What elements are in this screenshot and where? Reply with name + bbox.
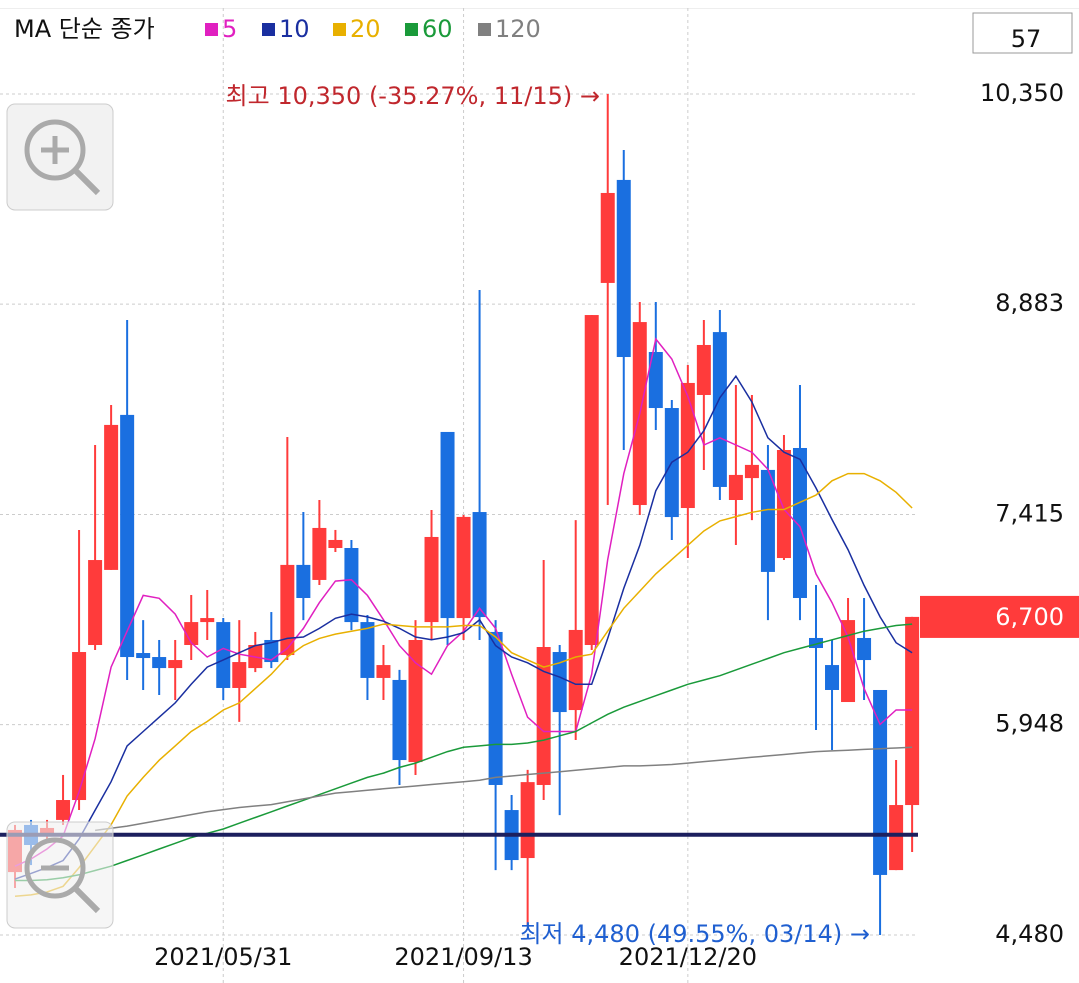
candle-body bbox=[312, 527, 327, 580]
ma-line bbox=[15, 623, 913, 882]
x-tick-label: 2021/09/13 bbox=[394, 943, 532, 971]
candle-body bbox=[857, 637, 872, 661]
legend-label: 120 bbox=[495, 15, 541, 43]
y-tick-label: 8,883 bbox=[995, 289, 1064, 317]
candle-body bbox=[488, 631, 503, 785]
legend-swatch bbox=[478, 23, 491, 36]
candle-body bbox=[72, 652, 87, 801]
candle-body bbox=[600, 192, 615, 283]
candle-body bbox=[552, 652, 567, 713]
candle-body bbox=[232, 662, 247, 688]
candle-body bbox=[809, 637, 823, 649]
legend-swatch bbox=[333, 23, 346, 36]
current-price-box bbox=[920, 595, 1079, 638]
top-bar bbox=[0, 0, 1079, 8]
candle-body bbox=[136, 653, 151, 659]
zoom-out-bg[interactable] bbox=[6, 821, 114, 929]
candle-body bbox=[408, 639, 423, 763]
candle-body bbox=[712, 332, 727, 487]
candle-body bbox=[520, 782, 535, 859]
candle-body bbox=[328, 539, 343, 549]
candle-body bbox=[216, 622, 231, 688]
candle-body bbox=[456, 516, 471, 619]
zoom-count-box[interactable] bbox=[972, 12, 1073, 54]
legend-label: 20 bbox=[350, 15, 381, 43]
candle-body bbox=[536, 647, 551, 785]
candle-body bbox=[280, 564, 295, 656]
candle-body bbox=[376, 665, 391, 678]
candle-body bbox=[344, 548, 359, 623]
candle-body bbox=[104, 424, 119, 570]
current-price-label: 6,700 bbox=[995, 603, 1064, 631]
x-tick-label: 2021/12/20 bbox=[619, 943, 757, 971]
candle-body bbox=[696, 344, 711, 395]
candle-body bbox=[296, 564, 311, 599]
ma-line bbox=[14, 472, 913, 898]
candle-body bbox=[168, 660, 183, 669]
candle-body bbox=[760, 469, 775, 572]
candle-body bbox=[56, 800, 71, 820]
candle-body bbox=[889, 805, 904, 871]
ma-line bbox=[14, 337, 913, 867]
legend-label: 60 bbox=[422, 15, 453, 43]
zoom-in-lens bbox=[24, 119, 86, 181]
legend-swatch bbox=[405, 23, 418, 36]
high-annotation: 최고 10,350 (-35.27%, 11/15) → bbox=[226, 82, 600, 110]
candle-body bbox=[841, 620, 856, 703]
candle-body bbox=[120, 414, 135, 658]
candle-body bbox=[424, 536, 439, 623]
candle-body bbox=[680, 382, 695, 509]
legend-swatch bbox=[262, 23, 275, 36]
x-tick-label: 2021/05/31 bbox=[154, 943, 292, 971]
y-tick-label: 7,415 bbox=[995, 499, 1064, 527]
zoom-out-lens bbox=[24, 837, 86, 899]
candle-body bbox=[648, 352, 663, 409]
candle-body bbox=[472, 512, 487, 618]
legend-swatch bbox=[205, 23, 218, 36]
y-tick-label: 10,350 bbox=[980, 79, 1064, 107]
zoom-in-handle bbox=[72, 167, 101, 196]
candle-body bbox=[200, 618, 215, 623]
zoom-count: 57 bbox=[1011, 25, 1042, 53]
legend-label: 5 bbox=[222, 15, 237, 43]
candle-body bbox=[184, 622, 199, 645]
candle-body bbox=[88, 560, 103, 645]
legend-title: MA 단순 종가 bbox=[14, 15, 155, 43]
ma-line bbox=[14, 374, 913, 880]
zoom-in-button[interactable] bbox=[6, 103, 114, 211]
candle-body bbox=[728, 474, 743, 501]
y-tick-label: 5,948 bbox=[995, 710, 1064, 738]
low-annotation: 최저 4,480 (49.55%, 03/14) → bbox=[519, 920, 870, 948]
candle-body bbox=[873, 689, 888, 875]
candle-body bbox=[568, 629, 583, 711]
legend-label: 10 bbox=[279, 15, 310, 43]
candle-body bbox=[776, 450, 791, 559]
candle-body bbox=[584, 315, 599, 645]
candle-body bbox=[744, 464, 759, 479]
zoom-out-button[interactable] bbox=[6, 821, 114, 929]
zoom-in-bg[interactable] bbox=[6, 103, 114, 211]
candle-body bbox=[152, 657, 167, 669]
candle-body bbox=[360, 622, 375, 678]
y-tick-label: 4,480 bbox=[995, 920, 1064, 948]
plot-area: 4,480 5,948 7,415 8,883 10,350 2021/05/31 2021… bbox=[0, 8, 1079, 983]
candle-body bbox=[392, 679, 407, 761]
candle-body bbox=[792, 447, 807, 599]
legend: 5 10 20 60 120 bbox=[205, 15, 541, 43]
ma-line bbox=[94, 746, 913, 832]
candle-body bbox=[440, 431, 455, 619]
candle-body bbox=[616, 179, 631, 358]
candle-body bbox=[905, 616, 920, 806]
zoom-out-handle bbox=[72, 885, 101, 914]
candle-body bbox=[825, 665, 840, 690]
